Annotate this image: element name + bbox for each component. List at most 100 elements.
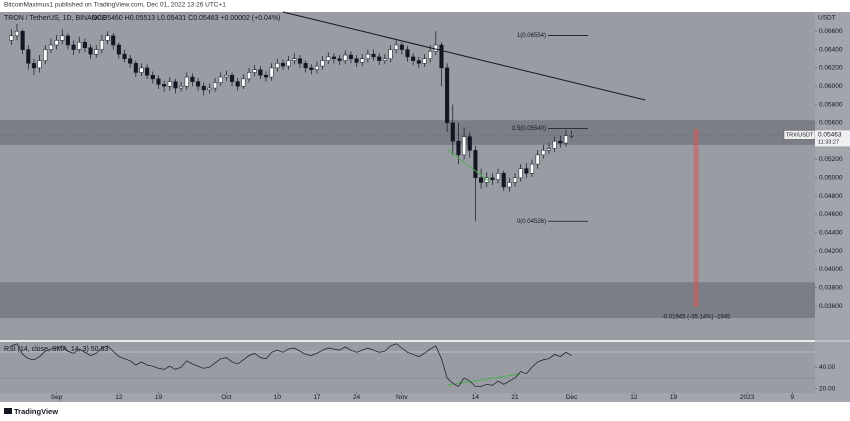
candle-body: [354, 58, 359, 63]
x-tick-label: 2023: [740, 394, 755, 401]
candle-body: [241, 78, 246, 87]
candle-body: [422, 58, 427, 64]
candle-body: [546, 148, 552, 151]
candle-body: [467, 136, 472, 151]
symbol-label: TRX/USDT: [786, 132, 814, 138]
price-tag: [815, 130, 850, 147]
candle-body: [224, 74, 229, 78]
candle-body: [263, 74, 269, 78]
candle-body: [462, 136, 467, 156]
candle-body: [179, 85, 184, 89]
candle-body: [258, 69, 263, 76]
x-tick-label: 12: [115, 394, 123, 401]
x-tick-label: 24: [353, 394, 361, 401]
candle-body: [201, 85, 206, 91]
x-tick-label: Sep: [51, 394, 63, 401]
candle-body: [326, 56, 331, 61]
candle-body: [331, 56, 336, 59]
candle-body: [190, 76, 195, 82]
candle-body: [439, 44, 444, 69]
y-tick-label: 0.06400: [819, 46, 843, 53]
candle-body: [552, 140, 557, 149]
candle-body: [156, 78, 161, 85]
price-axis: [815, 12, 850, 402]
candle-body: [196, 81, 201, 87]
candle-body: [524, 168, 529, 174]
candle-body: [490, 177, 495, 180]
candle-body: [388, 49, 393, 59]
candle-body: [60, 35, 65, 41]
measure-bar: [693, 128, 699, 308]
candle-body: [116, 44, 121, 55]
published-note: BitcoinMaximus1 published on TradingView…: [4, 2, 226, 9]
candle-body: [303, 63, 308, 69]
y-axis-label: USDT: [818, 15, 836, 22]
candle-body: [558, 140, 563, 144]
candle-body: [456, 140, 461, 156]
candle-body: [20, 30, 25, 50]
candle-body: [139, 67, 144, 73]
y-tick-label: 0.04000: [819, 266, 843, 273]
candle-body: [111, 35, 116, 46]
candle-body: [26, 49, 31, 64]
x-tick-label: 19: [155, 394, 163, 401]
candle-body: [377, 56, 382, 61]
y-tick-label: 0.05800: [819, 101, 843, 108]
candle-body: [167, 81, 172, 87]
candle-body: [535, 154, 540, 165]
rsi-y-tick-label: 20.00: [819, 385, 836, 392]
candle-body: [569, 135, 574, 137]
price-label: 0.05463: [818, 132, 842, 139]
candle-body: [252, 69, 257, 73]
candle-body: [65, 35, 70, 46]
candle-body: [246, 72, 252, 80]
trendline: [282, 11, 646, 101]
candle-body: [229, 74, 235, 82]
candle-body: [105, 35, 110, 41]
countdown-label: 11:33:27: [818, 139, 839, 145]
candle-body: [428, 51, 433, 59]
candle-body: [43, 49, 48, 61]
x-tick-label: 21: [511, 394, 519, 401]
chart-title: TRON / TetherUS, 1D, BINANCE: [4, 15, 107, 22]
candle-body: [348, 54, 353, 59]
y-tick-label: 0.04800: [819, 193, 843, 200]
y-tick-label: 0.05600: [819, 120, 843, 127]
candle-body: [99, 40, 104, 50]
candle-body: [48, 44, 53, 50]
candle-body: [133, 63, 138, 73]
x-tick-label: 19: [670, 394, 678, 401]
candle-body: [450, 122, 455, 142]
candle-body: [309, 67, 314, 70]
candle-body: [501, 173, 506, 188]
candle-body: [71, 44, 76, 50]
candle-body: [382, 58, 387, 61]
x-tick-label: 10: [274, 394, 282, 401]
candle-body: [411, 56, 416, 61]
candle-body: [275, 63, 280, 69]
candle-body: [77, 41, 82, 50]
ohlc-legend: O0.05460 H0.05513 L0.05431 C0.05463 +0.0…: [92, 15, 280, 22]
x-tick-label: 12: [630, 394, 638, 401]
candle-body: [496, 173, 501, 180]
candle-body: [416, 60, 421, 64]
y-tick-label: 0.03600: [819, 303, 843, 310]
y-tick-label: 0.05200: [819, 156, 843, 163]
y-tick-label: 0.04200: [819, 248, 843, 255]
y-tick-label: 0.04400: [819, 230, 843, 237]
candle-body: [563, 135, 569, 144]
candle-body: [399, 44, 404, 50]
candle-body: [507, 182, 512, 188]
candle-body: [360, 58, 365, 63]
x-tick-label: 17: [313, 394, 321, 401]
candle-body: [286, 60, 291, 67]
candle-body: [394, 44, 399, 50]
candle-body: [371, 53, 376, 58]
candle-body: [213, 82, 218, 89]
candle-body: [512, 177, 518, 183]
y-tick-label: 0.05000: [819, 175, 843, 182]
candle-body: [518, 168, 523, 179]
zone: [0, 120, 815, 145]
candle-body: [145, 67, 150, 76]
